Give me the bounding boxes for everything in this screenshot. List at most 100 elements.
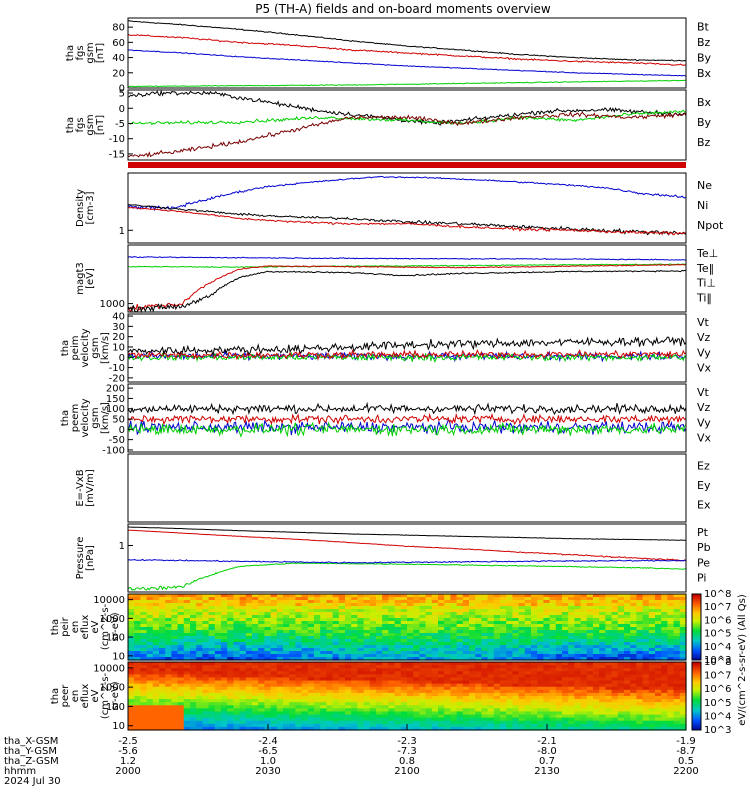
- colorbar-tick: 10^3: [704, 655, 731, 666]
- colorbar-tick: 10^8: [704, 657, 731, 668]
- time-axis-value: -2.3: [397, 736, 417, 747]
- y-axis-label: Pressure: [75, 537, 86, 580]
- y-tick-label: 1000: [100, 299, 125, 310]
- time-axis-value: -2.5: [118, 736, 138, 747]
- time-axis-value: 0.7: [539, 756, 555, 767]
- y-tick-label: 10: [112, 342, 125, 353]
- series-Ne: [127, 206, 687, 236]
- y-axis-label: [nT]: [95, 43, 106, 63]
- series-Bt: [127, 20, 687, 62]
- series-Vz: [127, 412, 687, 426]
- y-axis-label: eflux: [80, 615, 91, 640]
- panel-frame: [127, 172, 687, 244]
- legend-Pt: Pt: [697, 526, 709, 539]
- legend-Npot: Npot: [697, 219, 724, 232]
- legend-Vz: Vz: [697, 331, 711, 344]
- y-axis-label: velocity: [80, 398, 91, 437]
- series-Pt: [128, 526, 687, 541]
- panel-frame: [127, 313, 687, 383]
- colorbar-tick: 10^4: [704, 642, 731, 653]
- legend-Pb: Pb: [697, 541, 711, 554]
- y-axis-label: fgs: [75, 45, 86, 60]
- time-axis-value: 2130: [534, 766, 559, 777]
- legend-Vy: Vy: [697, 416, 711, 429]
- y-tick-label: 40: [112, 53, 125, 64]
- y-axis-label: (cm^2-s-: [100, 603, 111, 650]
- time-axis-row-name: tha_Y-GSM: [4, 746, 57, 757]
- y-axis-label: Density: [75, 189, 86, 227]
- plot-title: P5 (TH-A) fields and on-board moments ov…: [255, 2, 551, 16]
- colorbar-label: eV/(cm^2-s-sr-eV) (All Qs): [737, 594, 748, 726]
- y-tick-label: 100: [106, 404, 125, 415]
- legend-Vx: Vx: [697, 361, 712, 374]
- y-axis-label: tha: [65, 117, 76, 133]
- y-axis-label: sr-eV): [110, 612, 121, 641]
- y-axis-label: [eV]: [85, 268, 96, 289]
- time-axis-value: -5.6: [118, 746, 138, 757]
- panel-fgs_btot: 0 20 40 60 80 tha fgs gsm [nT] Bt Bz By Bx: [65, 17, 712, 95]
- y-tick-label: 1000: [100, 683, 125, 694]
- colorbar-tick: 10^6: [704, 684, 731, 695]
- legend-Bt: Bt: [697, 20, 710, 33]
- y-tick-label: 10000: [93, 663, 125, 674]
- legend-By: By: [697, 52, 712, 65]
- series-Vy: [127, 421, 687, 438]
- legend-Bz: Bz: [697, 136, 711, 149]
- y-tick-label: -100: [102, 445, 125, 456]
- y-tick-label: 200: [106, 384, 125, 395]
- colorbar-0: [691, 593, 702, 661]
- legend-Ne: Ne: [697, 179, 712, 192]
- time-axis-value: 0.5: [678, 756, 694, 767]
- y-axis-label: peer: [60, 684, 71, 708]
- y-axis-label: tha: [60, 340, 71, 356]
- time-axis-value: -8.0: [537, 746, 557, 757]
- legend-Bx: Bx: [697, 96, 712, 109]
- y-tick-label: 0: [119, 353, 125, 364]
- y-axis-label: gsm: [90, 337, 101, 358]
- series-Vz: [127, 348, 687, 361]
- time-axis-value: -2.4: [258, 736, 278, 747]
- colorbar-tick: 10^8: [704, 589, 731, 600]
- series-Bz: [127, 111, 687, 158]
- panel-frame: [127, 523, 687, 593]
- legend-Ti‖: Ti‖: [696, 292, 712, 305]
- y-axis-label: peim: [70, 335, 81, 360]
- panel-fgs_comp: -15 -10 -5 0 5 tha fgs gsm [nT] Bx By Bz: [65, 89, 712, 161]
- series-Ni: [128, 204, 687, 236]
- time-axis-value: -7.3: [397, 746, 417, 757]
- y-tick-label: -10: [109, 134, 125, 145]
- y-tick-label: 20: [112, 332, 125, 343]
- y-tick-label: -20: [109, 373, 125, 384]
- y-tick-label: 10: [112, 651, 125, 662]
- panel-peer_spec: 10 100 1000 10000 tha peer en eflux eV (cm^2-s-sr…: [50, 661, 687, 732]
- y-axis-label: [km/s]: [100, 332, 111, 364]
- time-axis-row-name: tha_X-GSM: [4, 736, 58, 747]
- legend-Vz: Vz: [697, 401, 711, 414]
- legend-Ti⊥: Ti⊥: [696, 277, 716, 290]
- colorbar-tick: 10^7: [704, 671, 731, 682]
- series-Pb: [127, 529, 687, 562]
- series-Ti⊥: [127, 256, 687, 261]
- panel-frame: [127, 89, 687, 161]
- y-axis-label: en: [70, 621, 81, 634]
- colorbar-tick: 10^3: [704, 725, 731, 736]
- colorbar-tick: 10^4: [704, 711, 731, 722]
- time-axis-value: 2030: [255, 766, 280, 777]
- legend-Te‖: Te‖: [696, 262, 714, 275]
- time-axis-row-name: tha_Z-GSM: [4, 756, 59, 767]
- time-axis-value: -1.9: [676, 736, 696, 747]
- legend-Pe: Pe: [697, 556, 710, 569]
- y-axis-label: gsm: [85, 42, 96, 63]
- legend-Bz: Bz: [697, 36, 711, 49]
- legend-Bx: Bx: [697, 67, 712, 80]
- colorbar-tick: 10^5: [704, 629, 731, 640]
- y-axis-label: peem: [70, 404, 81, 432]
- time-axis-value: -8.7: [676, 746, 696, 757]
- panel-frame: [127, 383, 687, 453]
- y-tick-label: 30: [112, 322, 125, 333]
- time-axis-value: -2.1: [537, 736, 557, 747]
- y-axis-label: sr-eV): [110, 681, 121, 710]
- series-Te⊥: [127, 263, 687, 313]
- panel-density: 1 Density [cm-3] Ne Ni Npot: [75, 172, 724, 244]
